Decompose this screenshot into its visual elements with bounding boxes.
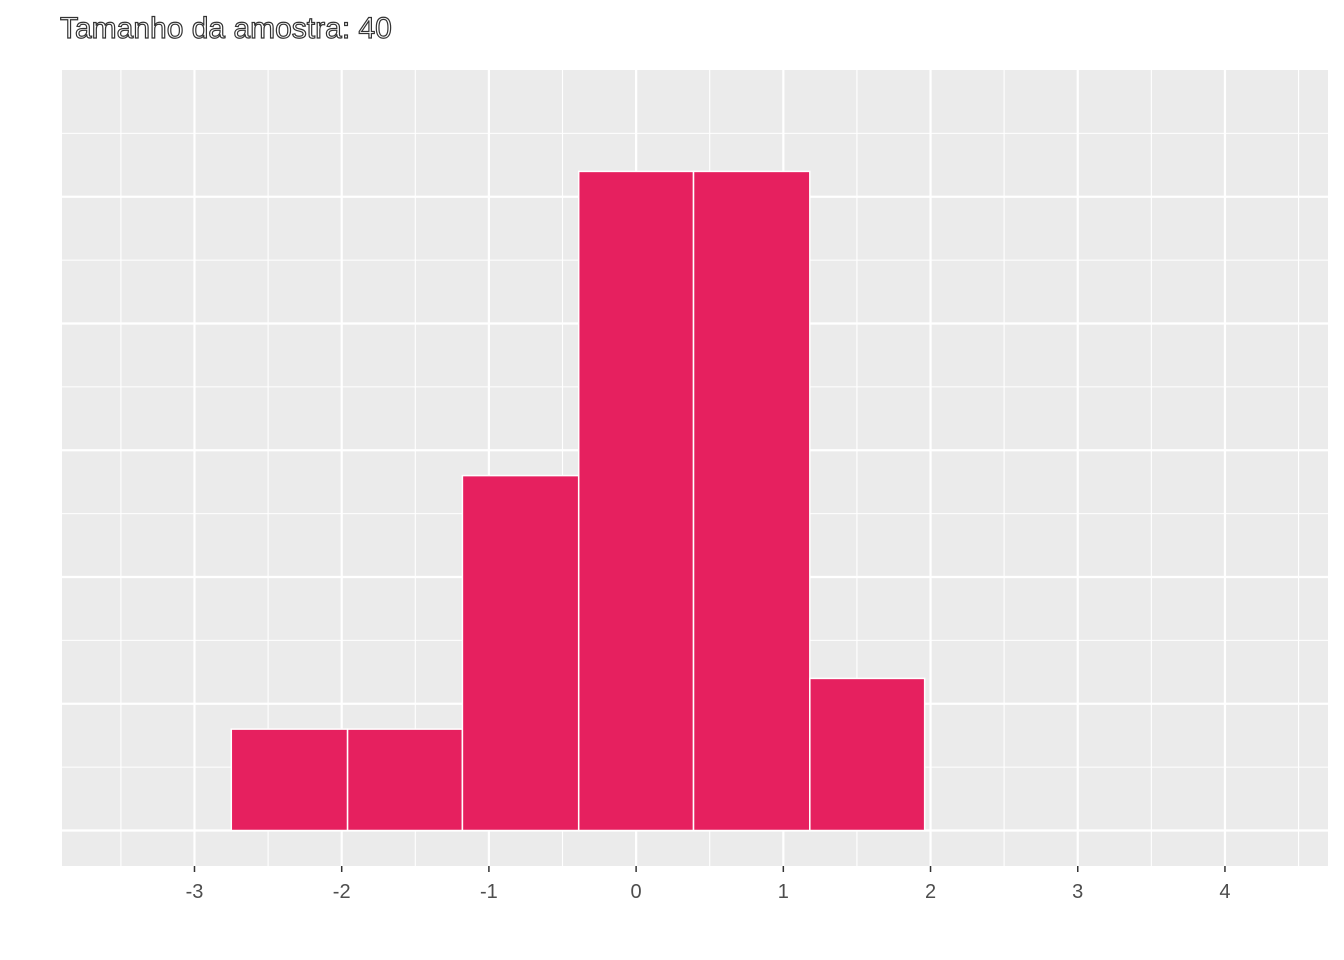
x-tick-label: -3 [186, 881, 204, 903]
histogram-bar [461, 474, 580, 832]
histogram-bar [230, 728, 349, 832]
histogram-bar [577, 170, 695, 832]
histogram-bars [230, 170, 926, 832]
chart-title: Tamanho da amostra: 40 [59, 11, 392, 45]
x-tick-label: -1 [480, 881, 498, 903]
x-axis-tick-labels: -3 -2 -1 0 1 2 3 4 [186, 881, 1231, 903]
x-tick-label: 0 [631, 881, 642, 903]
x-tick-label: 2 [925, 881, 936, 903]
histogram-bar [809, 677, 926, 832]
histogram-bar [692, 170, 811, 832]
x-tick-label: -2 [333, 881, 351, 903]
x-tick-label: 1 [778, 881, 789, 903]
x-tick-label: 4 [1219, 881, 1230, 903]
x-axis-ticks [193, 866, 1226, 872]
x-tick-label: 3 [1072, 881, 1083, 903]
histogram-bar [346, 728, 464, 832]
